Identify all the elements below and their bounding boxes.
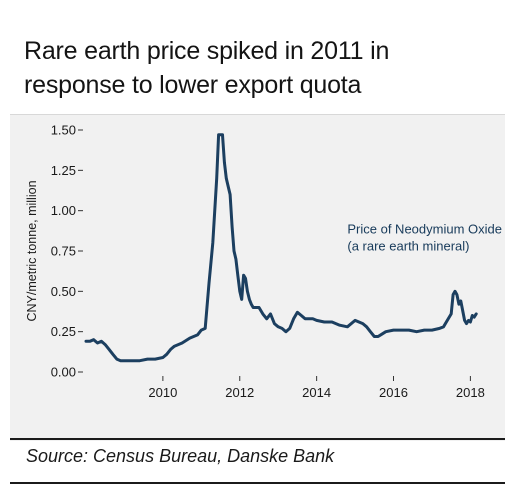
y-tick-label: 0.25 — [51, 324, 76, 339]
y-tick-label: 0.75 — [51, 244, 76, 259]
source-rule-top — [10, 438, 505, 440]
line-chart: 0.00 0.25 0.50 0.75 1.00 1.25 1.50 2010 2012 2014… — [25, 123, 502, 401]
y-tick-label: 1.25 — [51, 163, 76, 178]
y-tick-label: 1.50 — [51, 123, 76, 138]
series-annotation: (a rare earth mineral) — [347, 238, 469, 253]
chart-title-line-1: Rare earth price spiked in 2011 in — [24, 37, 390, 65]
x-tick-label: 2014 — [302, 385, 331, 400]
x-tick-label: 2016 — [379, 385, 408, 400]
source-note: Source: Census Bureau, Danske Bank — [26, 446, 335, 466]
x-tick-label: 2012 — [225, 385, 254, 400]
y-axis-title: CNY/metric tonne, million — [25, 180, 39, 321]
chart-title-line-2: response to lower export quota — [24, 71, 362, 99]
chart-title: Rare earth price spiked in 2011 in respo… — [24, 34, 494, 102]
chart-panel: 0.00 0.25 0.50 0.75 1.00 1.25 1.50 2010 2012 2014… — [10, 114, 505, 441]
series-line — [84, 133, 478, 363]
y-tick-label: 0.50 — [51, 284, 76, 299]
source-rule-bottom — [10, 482, 505, 484]
x-tick-label: 2010 — [148, 385, 177, 400]
series-annotation: Price of Neodymium Oxide — [347, 221, 502, 236]
y-tick-label: 0.00 — [51, 365, 76, 380]
y-tick-label: 1.00 — [51, 203, 76, 218]
x-tick-label: 2018 — [456, 385, 485, 400]
